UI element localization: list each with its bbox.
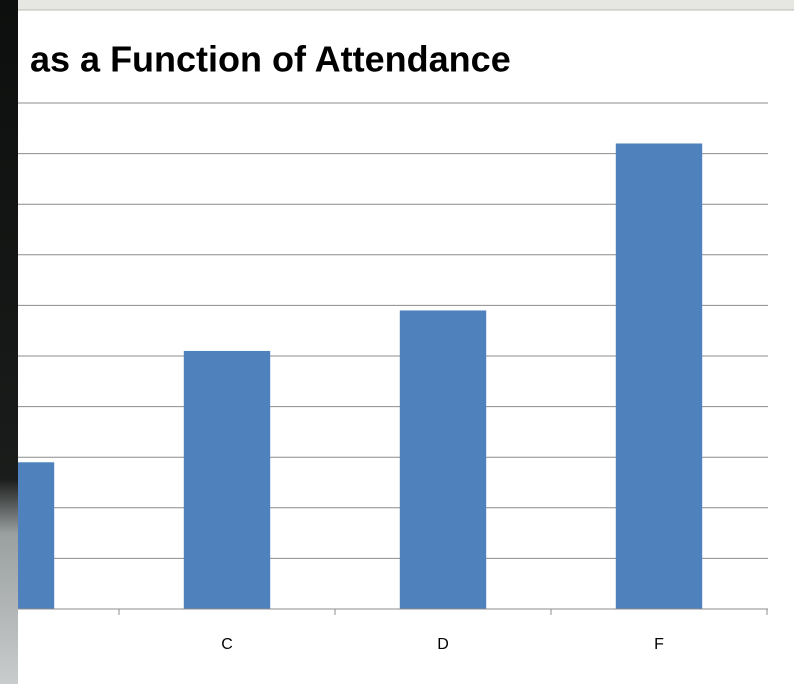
x-tick-label: D — [437, 636, 449, 653]
x-tick-label: C — [221, 636, 233, 653]
bar — [184, 351, 270, 609]
bar — [400, 310, 486, 609]
x-tick-label: F — [654, 636, 664, 653]
side-photo — [0, 0, 18, 684]
chart-title: as a Function of Attendance — [30, 39, 511, 80]
bar — [616, 143, 702, 609]
plot — [0, 103, 768, 615]
top-strip — [0, 0, 794, 10]
screenshot: as a Function of Attendance C D F — [0, 0, 794, 684]
